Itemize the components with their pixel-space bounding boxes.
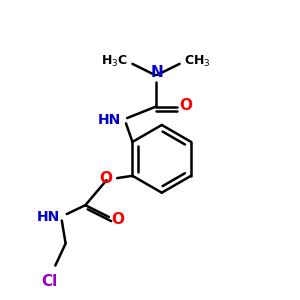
Text: N: N: [150, 65, 163, 80]
Text: O: O: [111, 212, 124, 227]
Text: CH$_3$: CH$_3$: [184, 54, 211, 69]
Text: HN: HN: [98, 113, 121, 127]
Text: H$_3$C: H$_3$C: [101, 54, 128, 69]
Text: Cl: Cl: [41, 274, 58, 290]
Text: O: O: [99, 171, 112, 186]
Text: O: O: [179, 98, 192, 113]
Text: HN: HN: [37, 210, 60, 224]
